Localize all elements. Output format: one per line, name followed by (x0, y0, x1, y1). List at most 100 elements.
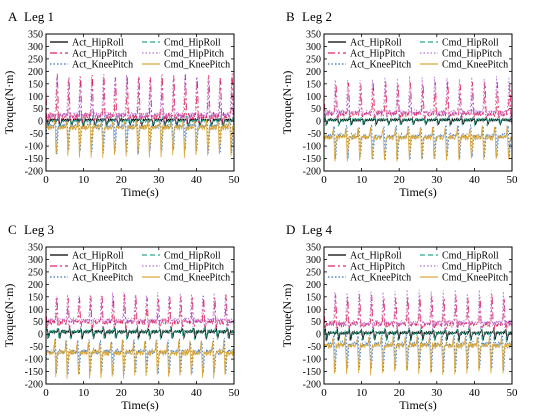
x-tick-label: 20 (394, 174, 406, 186)
y-tick-label: 250 (28, 54, 43, 65)
y-tick-label: -100 (25, 355, 43, 366)
legend-label: Act_KneePitch (72, 60, 133, 71)
x-tick-label: 40 (469, 387, 481, 399)
series-line-cmd-hiproll (46, 325, 234, 341)
chart-panel-d: D Leg 40 10 20 30 40 50-200-150-100-5005010015… (280, 222, 518, 412)
y-tick-label: 0 (38, 117, 43, 128)
legend-label: Act_HipPitch (72, 49, 127, 60)
y-tick-label: 150 (28, 292, 43, 303)
series-line-cmd-hiproll (324, 115, 512, 128)
x-tick-label: 40 (191, 387, 203, 399)
legend-label: Cmd_HipRoll (442, 251, 499, 262)
x-tick-label: 50 (229, 174, 241, 186)
y-tick-label: 300 (28, 255, 43, 266)
panel-title: Leg 1 (24, 9, 54, 24)
y-tick-label: -100 (303, 355, 321, 366)
y-tick-label: -150 (25, 367, 43, 378)
y-tick-label: 100 (306, 305, 321, 316)
y-tick-label: 200 (306, 280, 321, 291)
y-tick-label: 100 (28, 305, 43, 316)
y-tick-label: -50 (308, 342, 321, 353)
y-tick-label: -200 (303, 167, 321, 178)
x-tick-label: 20 (116, 387, 128, 399)
y-tick-label: 250 (28, 267, 43, 278)
legend-label: Cmd_HipPitch (442, 262, 502, 273)
y-tick-label: 100 (28, 92, 43, 103)
y-tick-label: -150 (25, 154, 43, 165)
series-line-cmd-kneepitch (324, 335, 512, 376)
series-group (324, 75, 512, 162)
legend: Act_HipRoll Cmd_HipRoll Act_HipPitch Cmd_Hi… (328, 251, 508, 284)
y-axis-label: Torque(N·m) (2, 284, 16, 348)
legend-label: Act_HipPitch (350, 49, 405, 60)
y-tick-label: -50 (30, 129, 43, 140)
legend-label: Cmd_KneePitch (442, 60, 508, 71)
panel-letter: C (8, 222, 17, 237)
plot-frame (45, 33, 235, 172)
x-tick-label: 10 (78, 387, 90, 399)
legend-label: Cmd_HipPitch (164, 262, 224, 273)
series-line-act-kneepitch (46, 337, 234, 375)
legend-label: Act_HipPitch (350, 262, 405, 273)
y-axis-label: Torque(N·m) (280, 71, 294, 135)
legend-label: Cmd_KneePitch (164, 273, 230, 284)
plot-frame (323, 33, 513, 172)
x-axis-label: Time(s) (399, 185, 437, 199)
legend-label: Cmd_HipRoll (164, 251, 221, 262)
legend: Act_HipRoll Cmd_HipRoll Act_HipPitch Cmd_Hi… (50, 251, 230, 284)
x-tick-label: 10 (356, 387, 368, 399)
chart-panel-a: A Leg 10 10 20 30 40 50-200-150-100-5005010015… (2, 9, 240, 199)
series-line-act-hippitch (324, 294, 512, 333)
x-tick-label: 0 (43, 387, 49, 399)
plot-frame (323, 246, 513, 385)
series-group (46, 292, 234, 379)
x-tick-label: 30 (153, 174, 165, 186)
y-tick-label: 300 (306, 42, 321, 53)
y-tick-label: 0 (316, 330, 321, 341)
x-tick-label: 0 (321, 174, 327, 186)
x-tick-label: 40 (191, 174, 203, 186)
y-tick-label: 350 (306, 243, 321, 254)
legend-label: Act_HipRoll (350, 251, 402, 262)
y-tick-label: 300 (306, 255, 321, 266)
legend-label: Act_HipRoll (350, 38, 402, 49)
legend-label: Cmd_HipPitch (442, 49, 502, 60)
y-tick-label: 250 (306, 54, 321, 65)
series-line-act-hippitch (46, 73, 234, 126)
y-tick-label: -100 (25, 142, 43, 153)
series-line-cmd-hiproll (324, 327, 512, 343)
y-axis-label: Torque(N·m) (280, 284, 294, 348)
y-tick-label: 250 (306, 267, 321, 278)
legend-label: Cmd_KneePitch (164, 60, 230, 71)
series-line-cmd-kneepitch (324, 125, 512, 162)
plot-frame (45, 246, 235, 385)
series-line-cmd-kneepitch (46, 339, 234, 379)
y-tick-label: 200 (28, 280, 43, 291)
x-tick-label: 30 (431, 387, 443, 399)
y-tick-label: -150 (303, 367, 321, 378)
y-tick-label: 100 (306, 92, 321, 103)
y-tick-label: 150 (306, 292, 321, 303)
y-tick-label: -200 (25, 167, 43, 178)
legend-label: Cmd_HipPitch (164, 49, 224, 60)
x-tick-label: 40 (469, 174, 481, 186)
x-tick-label: 50 (507, 387, 519, 399)
y-tick-label: 350 (28, 30, 43, 41)
x-tick-label: 30 (431, 174, 443, 186)
y-tick-label: -150 (303, 154, 321, 165)
series-line-act-hippitch (324, 80, 512, 121)
legend-label: Cmd_HipRoll (164, 38, 221, 49)
x-tick-label: 10 (78, 174, 90, 186)
series-line-act-hippitch (46, 294, 234, 331)
chart-panel-b: B Leg 20 10 20 30 40 50-200-150-100-5005010015… (280, 9, 518, 199)
y-axis-label: Torque(N·m) (2, 71, 16, 135)
x-tick-label: 50 (229, 387, 241, 399)
x-tick-label: 30 (153, 387, 165, 399)
panel-letter: B (286, 9, 295, 24)
y-tick-label: 50 (311, 104, 321, 115)
x-axis-label: Time(s) (121, 185, 159, 199)
y-tick-label: 50 (33, 104, 43, 115)
series-line-act-hiproll (324, 327, 512, 342)
